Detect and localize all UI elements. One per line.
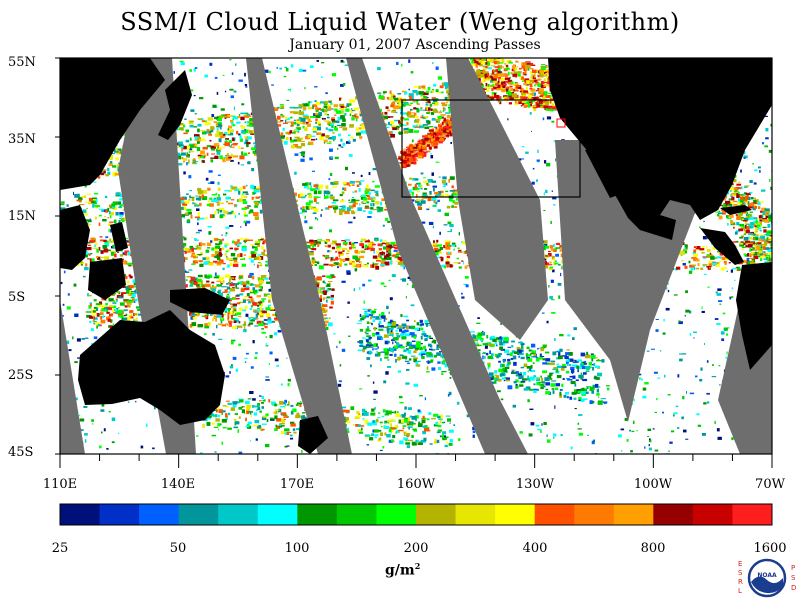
swath-gap — [346, 58, 528, 454]
lon-label: 70W — [755, 477, 785, 492]
units-superscript: 2 — [414, 561, 421, 571]
noaa-wave-icon — [751, 576, 783, 594]
land-baja-california — [585, 150, 618, 198]
colorbar-segment — [692, 504, 733, 525]
latitude-ticks — [55, 57, 60, 455]
land-japan — [158, 70, 192, 140]
land-masses — [60, 58, 772, 454]
colorbar-segment — [732, 504, 773, 525]
lat-label: 25S — [8, 368, 34, 383]
swath-gap — [60, 300, 85, 454]
colorbar-segment — [336, 504, 377, 525]
lon-label: 170E — [279, 477, 315, 492]
colorbar-label: 1600 — [753, 541, 787, 556]
noaa-esrl-psd-logo: NOAA E S R L P S D — [738, 558, 796, 598]
colorbar-label: 200 — [403, 541, 429, 556]
swath-gap — [446, 58, 548, 340]
lat-label: 35N — [8, 132, 36, 147]
logo-letter: E — [738, 560, 742, 568]
colorbar-segment — [218, 504, 259, 525]
colorbar-segment — [534, 504, 575, 525]
colorbar-segment — [653, 504, 694, 525]
colorbar-segment — [455, 504, 496, 525]
colorbar-segment — [178, 504, 219, 525]
colorbar-segment — [376, 504, 417, 525]
colorbar-label: 800 — [640, 541, 666, 556]
lon-label: 110E — [42, 477, 78, 492]
logo-letter: S — [738, 569, 743, 577]
colorbar-segment — [416, 504, 457, 525]
logo-letter: D — [791, 584, 796, 592]
lon-label: 160W — [396, 477, 436, 492]
colorbar-segment — [574, 504, 615, 525]
colorbar-segment — [257, 504, 298, 525]
lon-label: 140E — [160, 477, 196, 492]
land-indochina — [60, 205, 90, 270]
longitude-ticks — [59, 454, 773, 468]
colorbar-segment — [60, 504, 101, 525]
land-australia — [78, 310, 225, 425]
logo-letter: R — [738, 578, 743, 586]
lat-label: 55N — [8, 55, 36, 70]
land-south-america — [736, 262, 772, 370]
chart-title: SSM/I Cloud Liquid Water (Weng algorithm… — [120, 8, 680, 36]
land-new-guinea — [170, 288, 230, 315]
land-asia — [60, 58, 165, 190]
lat-label: 15N — [8, 209, 36, 224]
colorbar-label: 25 — [51, 541, 69, 556]
land-central-america — [700, 228, 744, 265]
logo-letter: P — [791, 564, 795, 572]
region-box — [401, 99, 581, 198]
colorbar-frame — [59, 503, 773, 526]
lon-label: 100W — [633, 477, 673, 492]
colorbar-label: 50 — [169, 541, 187, 556]
swath-gap — [555, 140, 700, 422]
logo-letter: L — [738, 587, 742, 595]
land-cuba — [720, 205, 752, 215]
colorbar-label: 400 — [522, 541, 548, 556]
colorbar-label: 100 — [284, 541, 310, 556]
lat-label: 5S — [8, 290, 26, 305]
colorbar-segment — [139, 504, 180, 525]
colorbar-segment — [613, 504, 654, 525]
station-marker — [556, 118, 566, 128]
land-new-zealand — [298, 416, 328, 454]
colorbar-segment — [297, 504, 338, 525]
units-base: g/m — [385, 562, 415, 579]
swath-gap — [246, 58, 352, 454]
chart-subtitle: January 01, 2007 Ascending Passes — [289, 37, 541, 53]
lon-label: 130W — [515, 477, 555, 492]
colorbar-segment — [495, 504, 536, 525]
colorbar — [60, 504, 773, 525]
land-borneo — [88, 258, 126, 300]
land-north-america — [548, 58, 772, 240]
land-philippines — [110, 222, 128, 252]
logo-letter: S — [791, 574, 796, 582]
noaa-text: NOAA — [757, 572, 777, 579]
colorbar-units: g/m2 — [385, 561, 420, 579]
lat-label: 45S — [8, 445, 34, 460]
colorbar-segment — [99, 504, 140, 525]
